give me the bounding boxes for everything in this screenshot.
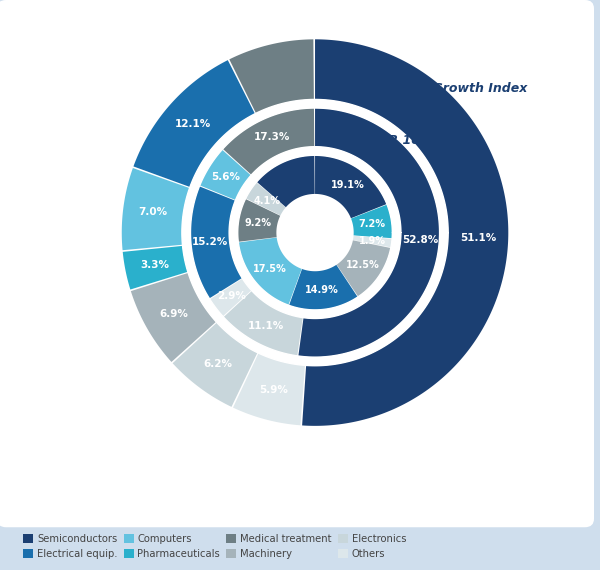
- Text: 7.0%: 7.0%: [139, 207, 167, 217]
- Polygon shape: [298, 108, 440, 357]
- Polygon shape: [238, 238, 302, 305]
- Text: 2.9%: 2.9%: [217, 291, 246, 302]
- Polygon shape: [302, 39, 508, 426]
- Polygon shape: [182, 99, 448, 366]
- Text: 1.9%: 1.9%: [359, 235, 386, 246]
- Circle shape: [281, 198, 349, 267]
- Polygon shape: [289, 265, 358, 310]
- Polygon shape: [351, 205, 392, 238]
- Text: SSE STAR Growth Index: SSE STAR Growth Index: [362, 82, 527, 95]
- Text: 51.1%: 51.1%: [460, 233, 496, 243]
- Polygon shape: [238, 199, 280, 242]
- Polygon shape: [337, 241, 391, 297]
- Text: 14.9%: 14.9%: [305, 285, 339, 295]
- Text: SSE STAR 100 Index: SSE STAR 100 Index: [332, 134, 472, 146]
- Text: 6.9%: 6.9%: [159, 309, 188, 319]
- Text: 9.2%: 9.2%: [244, 218, 271, 228]
- Text: 5.9%: 5.9%: [259, 385, 288, 396]
- Polygon shape: [131, 273, 216, 362]
- Polygon shape: [229, 146, 401, 319]
- Text: 17.3%: 17.3%: [254, 132, 290, 141]
- Text: 4.1%: 4.1%: [253, 196, 280, 206]
- Text: 17.5%: 17.5%: [253, 264, 287, 274]
- Polygon shape: [123, 246, 188, 290]
- Text: 7.2%: 7.2%: [359, 219, 386, 229]
- Polygon shape: [224, 291, 303, 356]
- Polygon shape: [200, 150, 251, 200]
- Legend: Semiconductors, Electrical equip., Computers, Pharmaceuticals, Medical treatment: Semiconductors, Electrical equip., Compu…: [23, 534, 406, 559]
- Text: 12.1%: 12.1%: [175, 119, 211, 129]
- Text: 52.8%: 52.8%: [402, 235, 438, 245]
- Polygon shape: [173, 323, 257, 407]
- Text: 12.5%: 12.5%: [346, 260, 380, 270]
- Text: 6.2%: 6.2%: [203, 359, 232, 369]
- Polygon shape: [229, 39, 314, 113]
- Polygon shape: [315, 155, 387, 218]
- Polygon shape: [223, 108, 314, 175]
- Text: 15.2%: 15.2%: [192, 237, 229, 247]
- Polygon shape: [257, 155, 314, 207]
- Text: 3.3%: 3.3%: [140, 260, 170, 270]
- Polygon shape: [133, 60, 255, 187]
- Polygon shape: [353, 236, 392, 247]
- Polygon shape: [210, 279, 251, 316]
- Polygon shape: [246, 182, 286, 215]
- Text: 11.1%: 11.1%: [248, 321, 284, 331]
- Polygon shape: [233, 353, 305, 425]
- Text: 5.6%: 5.6%: [211, 172, 241, 182]
- Polygon shape: [190, 186, 242, 299]
- Polygon shape: [122, 168, 190, 250]
- Text: 19.1%: 19.1%: [331, 180, 364, 190]
